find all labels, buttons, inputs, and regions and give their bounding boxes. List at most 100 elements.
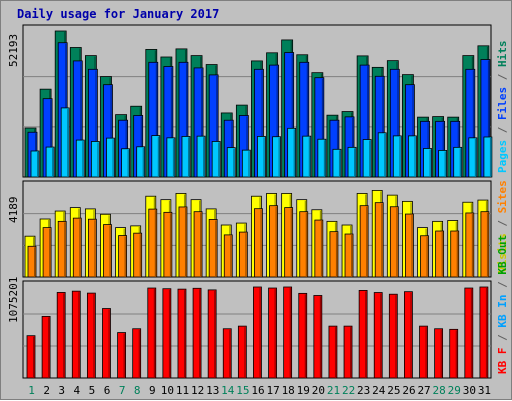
- bar-shade: [429, 149, 431, 177]
- bar-fill: [132, 328, 142, 379]
- bar-shade: [67, 108, 69, 177]
- x-tick-label-day-1: 1: [28, 384, 35, 397]
- bar-shade: [64, 222, 66, 277]
- bar-fill: [269, 205, 278, 278]
- bar-shade: [259, 288, 261, 378]
- bar-fill: [27, 245, 37, 278]
- bar-shade: [80, 61, 82, 177]
- bar-shade: [334, 327, 337, 378]
- bar-sites-day-22: [344, 233, 354, 278]
- bar-fill: [299, 211, 309, 278]
- bar-sites-day-8: [133, 232, 143, 278]
- bar-sites-day-30: [465, 212, 475, 278]
- bar-kb-f-day-7: [117, 332, 126, 379]
- bar-fill: [41, 315, 51, 379]
- bar-fill: [30, 150, 40, 178]
- bar-pages-day-31: [483, 136, 493, 178]
- bar-sites-day-15: [238, 231, 248, 278]
- bar-fill: [223, 234, 233, 278]
- bar-fill: [196, 135, 206, 178]
- bar-shade: [185, 63, 188, 178]
- x-tick-label-day-9: 9: [149, 384, 156, 397]
- bar-shade: [323, 140, 326, 177]
- bar-shade: [440, 329, 442, 378]
- bar-fill: [238, 231, 248, 278]
- bar-shade: [335, 232, 338, 277]
- bar-fill: [362, 139, 372, 178]
- axis-label-part: Pages: [496, 140, 509, 173]
- bar-shade: [319, 296, 322, 378]
- bar-fill: [117, 332, 126, 379]
- bar-pages-day-7: [121, 148, 130, 178]
- bar-fill: [181, 136, 191, 178]
- bar-shade: [169, 213, 172, 277]
- bar-shade: [154, 210, 156, 277]
- bar-sites-day-6: [103, 224, 112, 278]
- x-tick-label-day-30: 30: [463, 384, 476, 397]
- bar-shade: [414, 136, 416, 177]
- bar-fill: [241, 149, 251, 178]
- bar-shade: [110, 85, 112, 177]
- bar-kb-f-day-24: [373, 292, 383, 379]
- bar-shade: [365, 291, 367, 378]
- bar-shade: [203, 137, 205, 177]
- x-tick-label-day-3: 3: [58, 384, 65, 397]
- bar-shade: [410, 292, 412, 378]
- bar-shade: [260, 209, 262, 277]
- bar-fill: [86, 292, 96, 379]
- bar-shade: [108, 309, 110, 378]
- x-tick-label-day-23: 23: [357, 384, 370, 397]
- bar-fill: [60, 107, 70, 178]
- bar-pages-day-13: [211, 141, 221, 178]
- bar-fill: [237, 325, 247, 379]
- bar-fill: [207, 289, 217, 379]
- bar-shade: [338, 150, 341, 177]
- bar-shade: [183, 290, 186, 378]
- bar-sites-day-18: [284, 207, 294, 278]
- bar-kb-f-day-15: [237, 325, 247, 379]
- bar-shade: [229, 329, 231, 378]
- bar-pages-day-21: [332, 148, 342, 178]
- x-tick-label-day-22: 22: [342, 384, 355, 397]
- bar-fill: [464, 287, 474, 379]
- bar-fill: [90, 141, 100, 178]
- bar-shade: [168, 289, 171, 378]
- bar-shade: [37, 151, 39, 177]
- bar-shade: [470, 289, 473, 378]
- bar-fill: [56, 292, 66, 379]
- bar-fill: [42, 227, 52, 278]
- bar-fill: [103, 224, 112, 278]
- bar-sites-day-9: [148, 208, 158, 278]
- bar-sites-day-20: [314, 219, 324, 278]
- bar-shade: [142, 147, 144, 177]
- bar-pages-day-30: [468, 137, 478, 178]
- bar-fill: [483, 136, 493, 178]
- bar-fill: [408, 135, 417, 178]
- bar-shade: [289, 288, 291, 378]
- bar-fill: [332, 148, 342, 178]
- bar-shade: [472, 70, 475, 177]
- bar-shade: [172, 138, 175, 177]
- bar-pages-day-3: [60, 107, 70, 178]
- bar-shade: [487, 60, 490, 177]
- bar-kb-f-day-13: [207, 289, 217, 379]
- x-tick-label-day-29: 29: [448, 384, 461, 397]
- bar-shade: [321, 78, 324, 177]
- x-tick-label-day-12: 12: [191, 384, 204, 397]
- x-tick-label-day-5: 5: [89, 384, 96, 397]
- bar-shade: [187, 137, 190, 177]
- bar-shade: [306, 63, 308, 178]
- bar-shade: [320, 221, 323, 277]
- bar-shade: [276, 66, 278, 177]
- bar-pages-day-11: [181, 136, 191, 178]
- x-tick-label-day-15: 15: [236, 384, 249, 397]
- bar-pages-day-8: [136, 146, 146, 178]
- bar-fill: [343, 325, 353, 379]
- x-tick-label-day-21: 21: [327, 384, 340, 397]
- bar-pages-day-9: [151, 135, 161, 178]
- bar-fill: [314, 219, 324, 278]
- bar-fill: [72, 217, 82, 278]
- bar-shade: [50, 99, 52, 177]
- bar-shade: [455, 330, 457, 378]
